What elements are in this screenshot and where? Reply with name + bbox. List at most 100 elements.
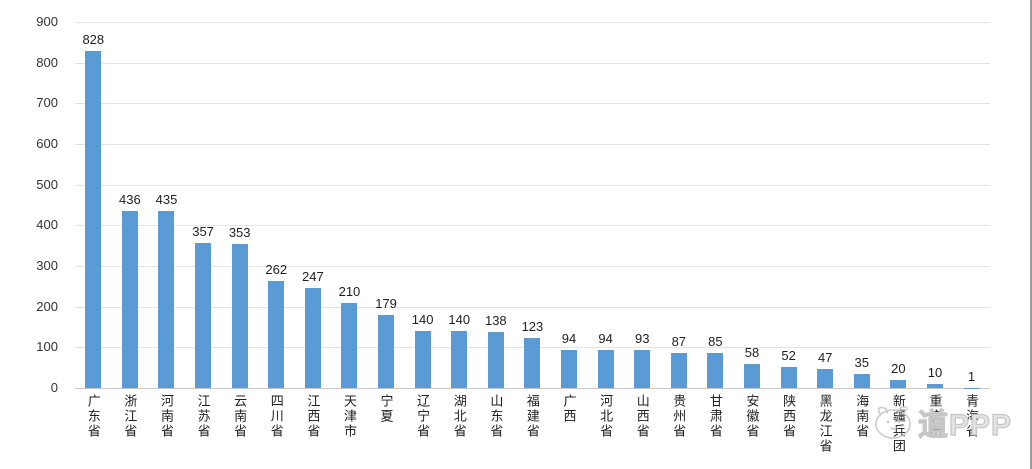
x-tick: 天津市 [331, 394, 368, 439]
bar-group: 58 [734, 22, 771, 388]
bar [195, 242, 212, 388]
bar [268, 281, 285, 388]
x-tick: 青海省 [953, 394, 990, 439]
x-tick: 广东省 [75, 394, 112, 439]
bar-series: 828 436 435 357 353 262 247 210 179 140 140 138 123 9… [75, 22, 990, 388]
bar-group: 262 [258, 22, 295, 388]
gridline-0 [75, 388, 990, 389]
bar-group: 47 [807, 22, 844, 388]
x-tick-label: 湖北省 [451, 394, 467, 439]
x-tick-label: 贵州省 [671, 394, 687, 439]
x-tick-label: 重庆市 [927, 394, 943, 439]
bar-group: 828 [75, 22, 112, 388]
bar-value-label: 58 [744, 345, 760, 361]
x-tick-label: 浙江省 [122, 394, 138, 439]
bar-value-label: 828 [82, 32, 105, 48]
bar [853, 373, 870, 388]
bar-value-label: 262 [265, 262, 288, 278]
x-tick: 江苏省 [185, 394, 222, 439]
y-tick-label: 200 [36, 298, 58, 314]
bar-value-label: 52 [781, 347, 796, 363]
x-tick: 山西省 [624, 394, 661, 439]
x-tick-label: 青海省 [964, 394, 980, 439]
bar-value-label: 123 [521, 318, 544, 334]
x-tick: 重庆市 [917, 394, 954, 439]
bar [890, 379, 907, 388]
y-tick-label: 700 [36, 95, 58, 111]
bar-value-label: 210 [338, 283, 361, 299]
bar-value-label: 138 [484, 312, 507, 328]
bar [85, 51, 102, 388]
x-tick: 河南省 [148, 394, 185, 439]
x-tick: 陕西省 [770, 394, 807, 439]
y-tick-label: 900 [36, 14, 58, 29]
bar-value-label: 179 [375, 296, 397, 312]
gridline-500 [75, 184, 990, 186]
bar-group: 87 [661, 22, 698, 388]
bar [304, 287, 321, 388]
bar-value-label: 1 [967, 368, 976, 384]
x-tick-label: 福建省 [524, 394, 540, 439]
gridline-600 [75, 144, 990, 145]
x-axis: 广东省 浙江省 河南省 江苏省 云南省 四川省 江西省 天津市 宁夏 辽宁省 湖北省 山东省 福建省 广西… [75, 394, 990, 454]
bar-group: 10 [917, 22, 954, 388]
bar-value-label: 35 [854, 354, 869, 370]
bar-group: 210 [331, 22, 368, 388]
bar [451, 331, 468, 388]
gridline-800 [75, 62, 990, 64]
x-tick-label: 河南省 [158, 394, 174, 439]
y-tick-label: 100 [36, 339, 58, 355]
gridline-200 [75, 306, 990, 308]
bar-value-label: 93 [634, 331, 650, 347]
bar-value-label: 20 [891, 360, 906, 376]
bar-value-label: 94 [561, 330, 577, 346]
y-tick-label: 400 [36, 217, 58, 233]
x-tick: 浙江省 [112, 394, 149, 439]
bar-value-label: 357 [192, 223, 214, 239]
bar-group: 353 [221, 22, 258, 388]
bar-group: 85 [697, 22, 734, 388]
x-tick-label: 广东省 [85, 394, 101, 439]
x-tick-label: 甘肃省 [707, 394, 723, 439]
bar [121, 210, 138, 388]
bar [817, 368, 834, 388]
bar-value-label: 85 [708, 334, 723, 350]
bar-group: 123 [514, 22, 551, 388]
x-tick: 云南省 [221, 394, 258, 439]
x-tick-label: 云南省 [232, 394, 248, 439]
x-tick-label: 天津市 [341, 394, 357, 439]
x-tick: 安徽省 [734, 394, 771, 439]
x-tick: 福建省 [514, 394, 551, 439]
x-tick-label: 山西省 [634, 394, 650, 439]
screenshot-right-border [1030, 0, 1032, 469]
bar [524, 337, 541, 388]
bar-value-label: 140 [448, 312, 471, 328]
bar-group: 94 [587, 22, 624, 388]
bar [743, 364, 760, 388]
bar [707, 353, 724, 388]
bar-value-label: 94 [598, 330, 613, 346]
bar-group: 93 [624, 22, 661, 388]
gridline-900 [75, 22, 990, 23]
x-tick-label: 山东省 [488, 394, 504, 439]
x-tick: 新疆兵团 [880, 394, 917, 454]
y-tick-label: 300 [36, 258, 58, 273]
bar [561, 349, 578, 388]
x-tick-label: 辽宁省 [415, 394, 431, 439]
x-tick-label: 海南省 [854, 394, 870, 439]
x-tick: 河北省 [587, 394, 624, 439]
x-tick: 江西省 [295, 394, 332, 439]
bar-group: 247 [295, 22, 332, 388]
bar-group: 20 [880, 22, 917, 388]
y-tick-label: 600 [36, 136, 58, 151]
x-tick: 湖北省 [441, 394, 478, 439]
x-tick-label: 江西省 [305, 394, 321, 439]
bar [634, 350, 651, 388]
bar-value-label: 87 [671, 333, 687, 349]
bar [414, 331, 431, 388]
gridline-400 [75, 225, 990, 227]
x-tick: 山东省 [478, 394, 515, 439]
bar-value-label: 353 [228, 225, 251, 241]
gridline-700 [75, 103, 990, 105]
